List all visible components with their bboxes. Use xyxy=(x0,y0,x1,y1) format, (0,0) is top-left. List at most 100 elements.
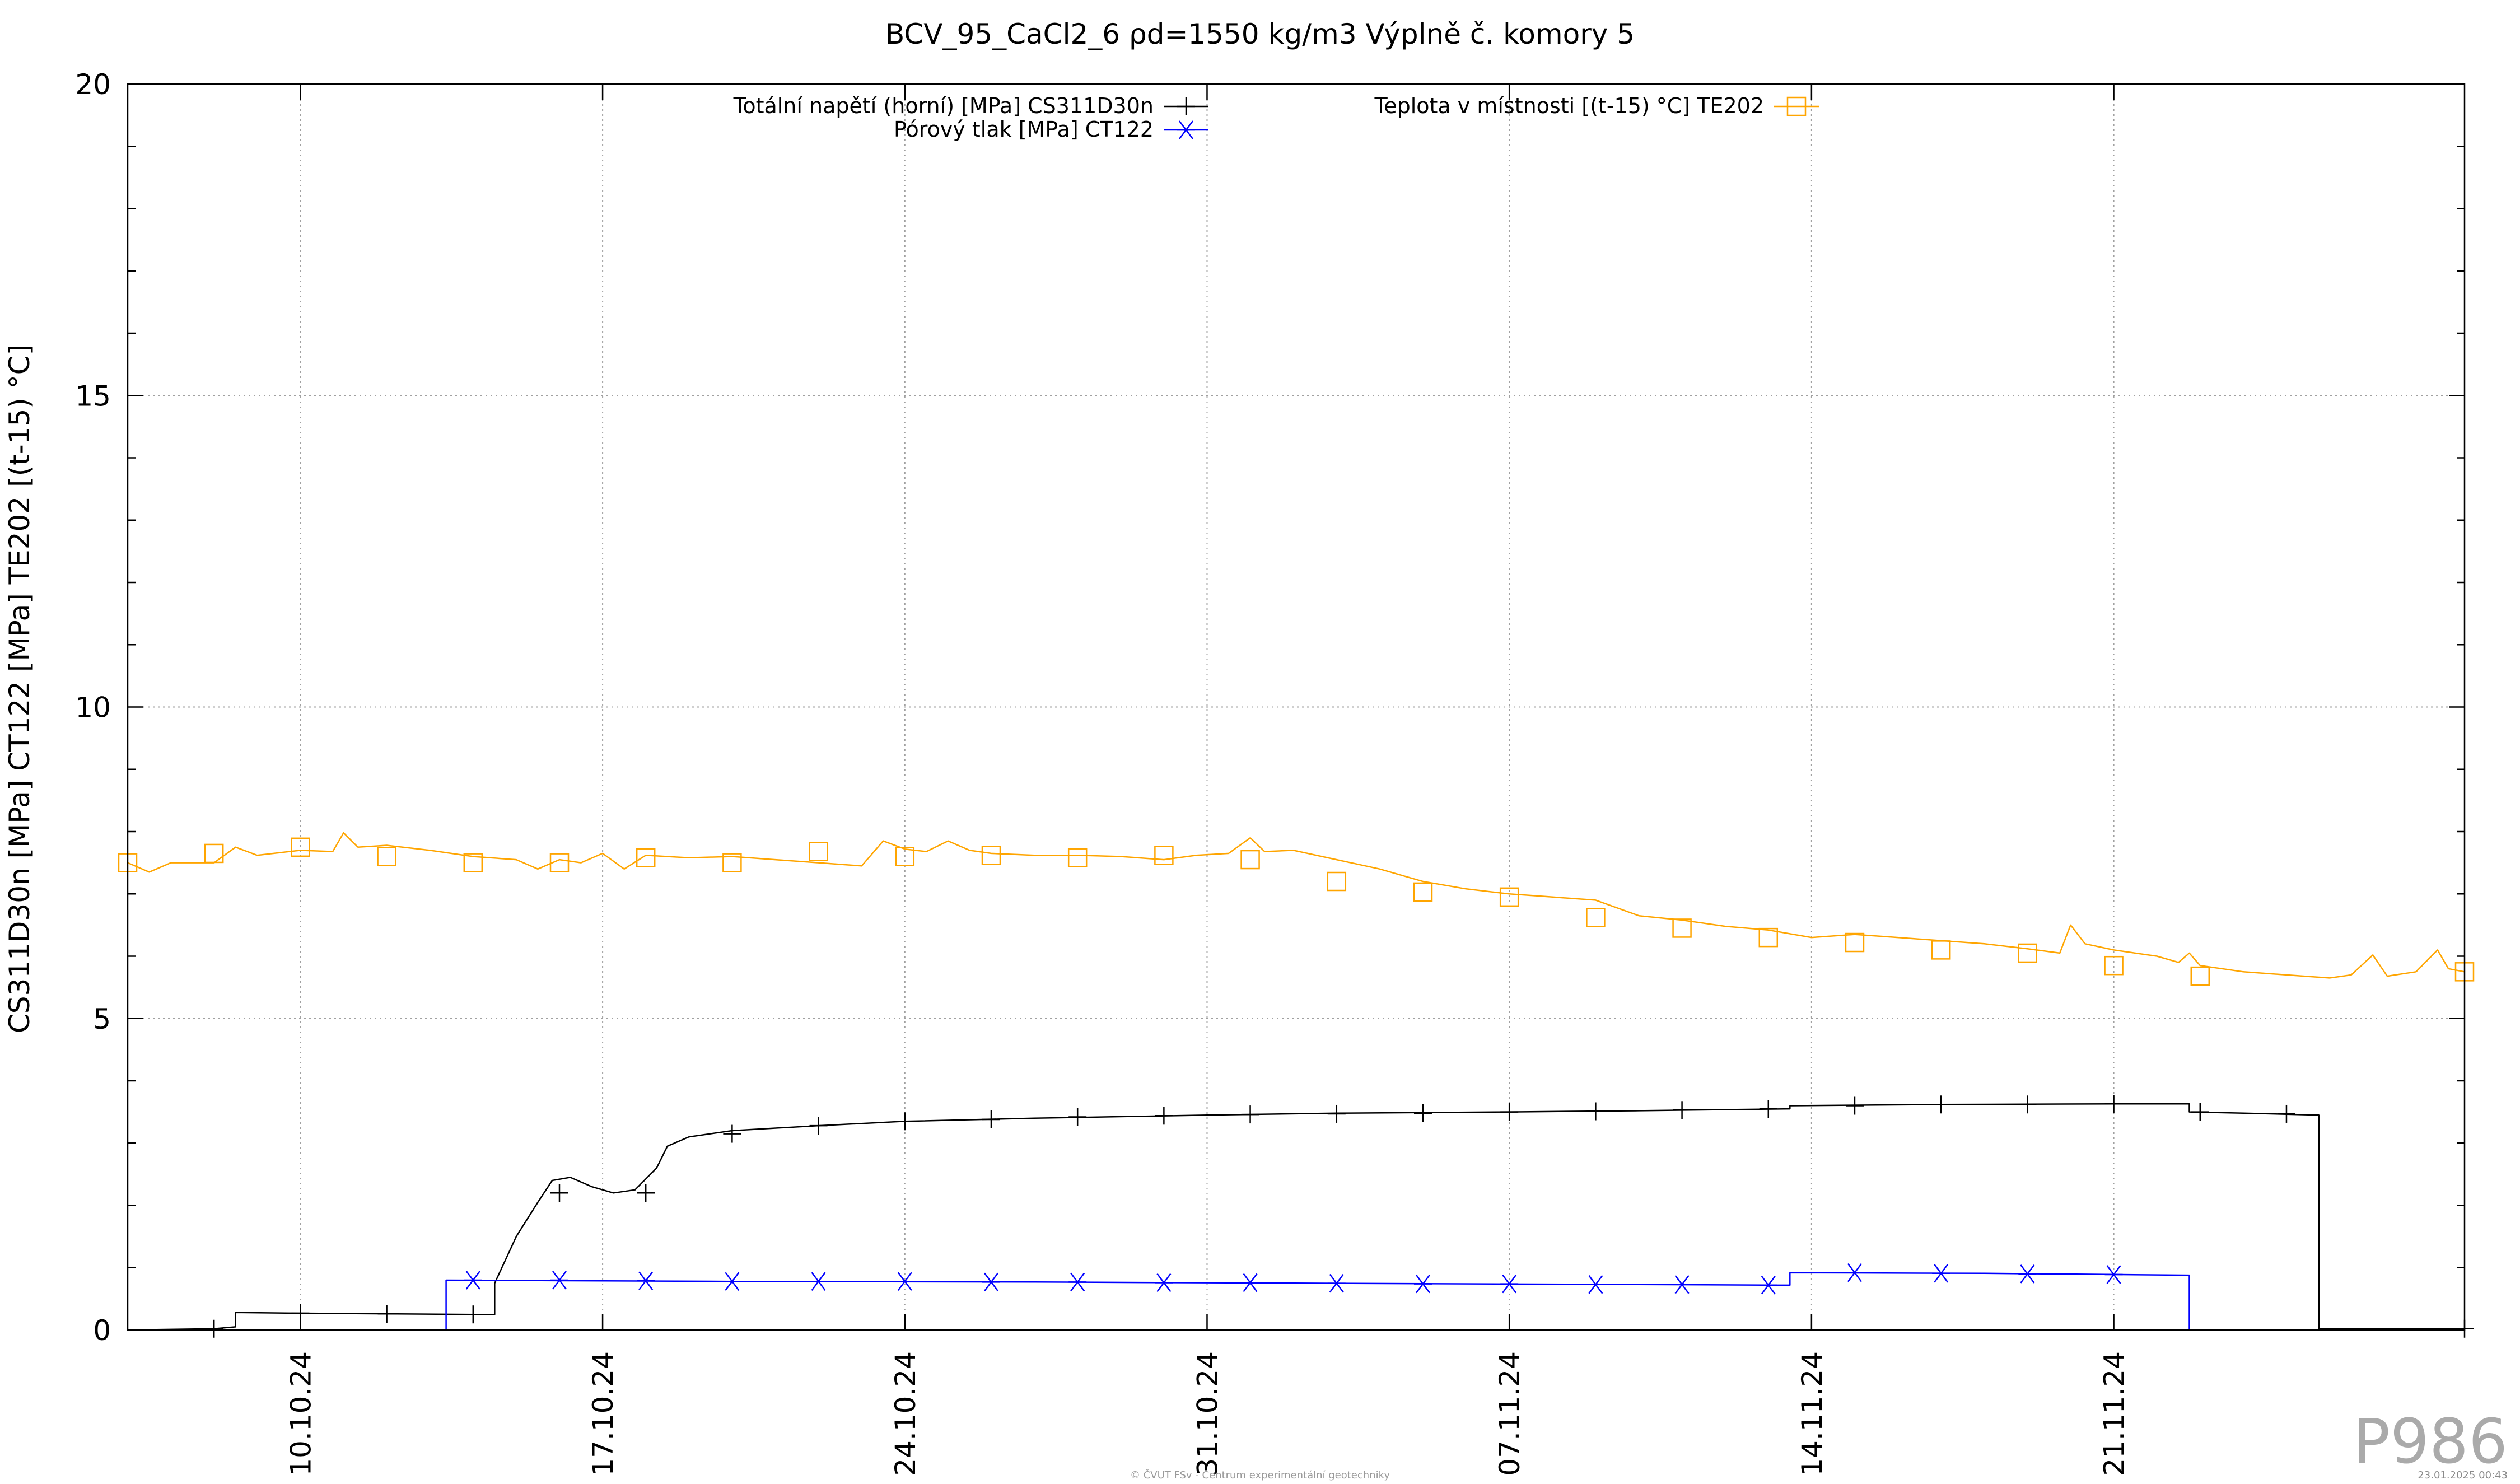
marker-asterisk xyxy=(723,1272,741,1291)
marker-square xyxy=(2018,943,2037,963)
legend-label: Totální napětí (horní) [MPa] CS311D30n xyxy=(733,94,1154,118)
marker-asterisk xyxy=(550,1271,568,1290)
marker-asterisk xyxy=(637,1271,655,1290)
y-tick-label: 15 xyxy=(75,380,111,412)
marker-plus xyxy=(1155,1107,1173,1125)
y-tick-label: 0 xyxy=(93,1314,111,1347)
marker-plus xyxy=(895,1112,914,1131)
marker-asterisk xyxy=(1586,1275,1605,1294)
marker-plus xyxy=(723,1124,741,1143)
marker-square xyxy=(722,853,742,872)
marker-square xyxy=(463,853,483,872)
marker-plus xyxy=(377,1305,396,1323)
marker-square xyxy=(2190,966,2210,986)
marker-asterisk xyxy=(1241,1273,1259,1292)
marker-square xyxy=(1067,848,1088,867)
series-0 xyxy=(127,1095,2474,1338)
marker-square xyxy=(2104,955,2124,976)
marker-plus xyxy=(1413,1104,1432,1122)
x-tick-label: 17.10.24 xyxy=(587,1351,619,1476)
marker-asterisk xyxy=(1500,1274,1519,1294)
series-1 xyxy=(445,1263,2190,1330)
marker-square xyxy=(1499,887,1519,907)
marker-asterisk xyxy=(1177,120,1195,139)
marker-plus xyxy=(982,1110,1000,1128)
marker-square xyxy=(549,853,570,872)
grid-layer xyxy=(128,84,2465,1330)
marker-asterisk xyxy=(982,1272,1000,1292)
x-tick-label: 14.11.24 xyxy=(1796,1351,1828,1476)
legend-entry-1: Pórový tlak [MPa] CT122 xyxy=(894,117,1208,142)
marker-square xyxy=(981,846,1001,865)
marker-asterisk xyxy=(2104,1265,2123,1284)
x-tick-label: 24.10.24 xyxy=(889,1351,922,1476)
marker-plus xyxy=(809,1117,828,1135)
marker-asterisk xyxy=(1673,1275,1691,1294)
marker-plus xyxy=(1500,1103,1519,1121)
legend-label: Teplota v místnosti [(t-15) °C] TE202 xyxy=(1374,94,1764,118)
marker-asterisk xyxy=(464,1271,482,1290)
marker-square xyxy=(1845,932,1865,953)
marker-plus xyxy=(1241,1105,1259,1124)
series-layer xyxy=(118,832,2475,1338)
marker-plus xyxy=(2018,1095,2037,1114)
marker-plus xyxy=(1068,1108,1087,1126)
page-watermark: P986 xyxy=(2353,1406,2508,1477)
marker-square xyxy=(1327,871,1347,892)
x-tick-label: 31.10.24 xyxy=(1191,1351,1224,1476)
marker-plus xyxy=(2277,1104,2295,1123)
marker-asterisk xyxy=(1845,1263,1864,1282)
marker-asterisk xyxy=(2018,1264,2037,1284)
legend: Totální napětí (horní) [MPa] CS311D30nPó… xyxy=(733,94,1819,142)
marker-plus xyxy=(1759,1100,1777,1118)
marker-asterisk xyxy=(1413,1274,1432,1294)
marker-plus xyxy=(1177,97,1195,115)
marker-plus xyxy=(464,1305,482,1324)
y-axis-label: CS311D30n [MPa] CT122 [MPa] TE202 [(t-15… xyxy=(3,344,36,1033)
chart-title: BCV_95_CaCl2_6 ρd=1550 kg/m3 Výplně č. k… xyxy=(885,18,1635,50)
marker-asterisk xyxy=(1327,1273,1346,1293)
series-line xyxy=(445,1272,2190,1330)
marker-plus xyxy=(1673,1101,1691,1119)
y-tick-label: 10 xyxy=(75,692,111,724)
footer-copyright: © ČVUT FSv - Centrum experimentální geot… xyxy=(1130,1469,1390,1481)
marker-plus xyxy=(550,1184,568,1202)
marker-asterisk xyxy=(1155,1273,1173,1292)
x-tick-label: 07.11.24 xyxy=(1494,1351,1526,1476)
marker-square xyxy=(204,843,224,864)
marker-square xyxy=(895,847,915,866)
marker-asterisk xyxy=(1932,1264,1950,1283)
series-2 xyxy=(118,832,2475,986)
series-line xyxy=(127,832,2465,979)
marker-square xyxy=(1672,918,1692,938)
marker-asterisk xyxy=(1759,1276,1777,1295)
marker-square xyxy=(1586,908,1606,927)
marker-plus xyxy=(1845,1096,1864,1115)
marker-plus xyxy=(1327,1104,1346,1123)
marker-asterisk xyxy=(809,1272,828,1291)
marker-square xyxy=(1413,882,1433,902)
marker-asterisk xyxy=(895,1272,914,1291)
y-tick-label: 5 xyxy=(93,1003,111,1035)
marker-plus xyxy=(637,1184,655,1202)
tick-layer: 0 5 10 15 20 10.10.24 17.10.24 24.10.24 31.10.24… xyxy=(75,68,2465,1476)
marker-square xyxy=(1240,850,1260,870)
y-tick-label: 20 xyxy=(75,68,111,101)
marker-asterisk xyxy=(1068,1272,1087,1292)
marker-square xyxy=(377,847,396,866)
legend-label: Pórový tlak [MPa] CT122 xyxy=(894,117,1154,142)
marker-plus xyxy=(1932,1095,1950,1114)
marker-square xyxy=(1931,940,1951,960)
marker-square xyxy=(1154,846,1174,865)
marker-square xyxy=(291,837,310,857)
x-tick-label: 21.11.24 xyxy=(2098,1351,2131,1476)
footer-timestamp: 23.01.2025 00:43 xyxy=(2418,1469,2508,1481)
marker-plus xyxy=(1586,1102,1605,1121)
marker-square xyxy=(1758,927,1779,948)
marker-plus xyxy=(205,1319,223,1338)
marker-square xyxy=(809,842,828,861)
x-tick-label: 10.10.24 xyxy=(284,1351,317,1476)
marker-square xyxy=(1786,96,1807,116)
marker-plus xyxy=(2191,1103,2209,1121)
